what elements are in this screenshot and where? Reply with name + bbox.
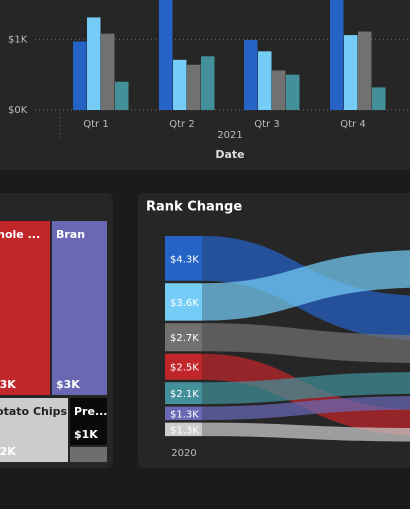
treemap-cell <box>52 221 107 395</box>
rank-bar <box>165 382 202 405</box>
value-label: $2.5K <box>170 363 199 374</box>
cell-label: Whole ... <box>0 228 40 241</box>
treemap-cell <box>70 398 107 445</box>
x-tick-label: Qtr 1 <box>83 119 108 130</box>
treemap-cell <box>0 221 50 395</box>
bar <box>201 56 215 110</box>
cell-label: Bran <box>56 228 85 241</box>
cell-value: $1K <box>74 428 98 441</box>
rank-bar <box>165 283 202 321</box>
treemap-cell <box>70 447 107 462</box>
value-label: $4.3K <box>170 254 199 265</box>
rank-bar <box>165 353 202 380</box>
x-axis-title: Date <box>215 148 244 161</box>
bar <box>173 59 187 110</box>
x-tick-label: Qtr 4 <box>340 119 365 130</box>
bar <box>244 40 258 110</box>
group-label: 2021 <box>217 130 242 141</box>
x-tick-label: 2020 <box>171 448 196 459</box>
ribbon <box>202 323 410 363</box>
cell-label: Potato Chips <box>0 405 67 418</box>
rank-bar <box>165 236 202 281</box>
value-label: $3.6K <box>170 298 199 309</box>
bar <box>159 0 173 110</box>
ribbon <box>202 396 410 421</box>
bar <box>372 87 386 110</box>
bar <box>115 81 129 110</box>
bar <box>344 35 358 110</box>
bar <box>358 31 372 110</box>
rank-bar <box>165 406 202 421</box>
ribbon <box>202 422 410 442</box>
ribbon <box>202 250 410 321</box>
cell-value: $3K <box>0 378 16 391</box>
x-tick-label: Qtr 3 <box>254 119 279 130</box>
y-tick-label: $0K <box>8 105 28 116</box>
cell-label: Pre... <box>74 405 107 418</box>
bar <box>286 74 300 110</box>
bar <box>187 64 201 110</box>
bar <box>330 0 344 110</box>
bar <box>73 41 87 110</box>
bar <box>101 33 115 111</box>
rank-bar <box>165 323 202 352</box>
y-tick-label: $1K <box>8 34 28 45</box>
ribbon <box>202 372 410 405</box>
value-label: $2.7K <box>170 333 199 344</box>
ribbon-title: Rank Change <box>146 200 242 215</box>
treemap-cell <box>0 398 68 462</box>
bar <box>258 51 272 110</box>
cell-value: $2K <box>0 445 16 458</box>
cell-value: $3K <box>56 378 80 391</box>
bar <box>272 70 286 110</box>
rank-bar <box>165 422 202 437</box>
value-label: $1.3K <box>170 409 199 420</box>
bar <box>87 17 101 110</box>
x-tick-label: Qtr 2 <box>169 119 194 130</box>
value-label: $2.1K <box>170 389 199 400</box>
value-label: $1.3K <box>170 425 199 436</box>
